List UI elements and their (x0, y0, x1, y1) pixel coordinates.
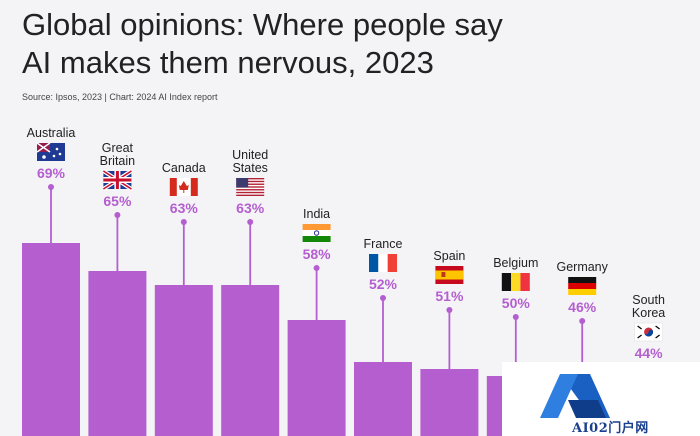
bar (287, 320, 346, 436)
value-label: 46% (568, 299, 597, 315)
title-line-2: AI makes them nervous, 2023 (22, 45, 434, 80)
flag-india-icon-part (302, 224, 331, 230)
category-label: Korea (632, 306, 665, 320)
category-label: Australia (27, 126, 76, 140)
flag-usa-icon-part (236, 194, 265, 196)
watermark-text: AI02门户网 (572, 421, 649, 436)
flag-germany-icon-part (568, 289, 597, 295)
category-label: India (303, 207, 330, 221)
bar-group-france: 52% France (354, 237, 412, 436)
category-label: Belgium (493, 256, 538, 270)
value-label: 69% (37, 165, 66, 181)
value-label: 63% (236, 200, 265, 216)
category-label: Spain (433, 249, 465, 263)
flag-india-icon-part (313, 230, 320, 236)
category-label: States (232, 161, 267, 175)
flag-canada-icon-part (169, 178, 177, 196)
flag-south-korea-icon-part (655, 325, 660, 330)
flag-canada-icon-part (178, 181, 189, 193)
flag-germany-icon-part (568, 277, 597, 283)
flag-australia-icon-part (55, 147, 59, 151)
flag-australia-icon-part (58, 152, 62, 156)
flag-usa-icon-part (236, 178, 265, 180)
value-label: 52% (369, 276, 398, 292)
value-label: 51% (435, 288, 464, 304)
category-label: United (232, 148, 268, 162)
stem-dot (579, 318, 586, 324)
watermark-panel (502, 362, 700, 436)
stem-dot (446, 307, 453, 313)
flag-usa-icon-part (236, 189, 265, 191)
flag-usa-icon-part (236, 178, 249, 188)
category-label: Germany (556, 260, 608, 274)
flag-south-korea-icon-part (637, 334, 642, 339)
value-label: 63% (170, 200, 199, 216)
category-label: France (364, 237, 403, 251)
flag-usa-icon-part (236, 183, 265, 185)
flag-usa-icon-part (236, 186, 265, 188)
bar-group-spain: 51% Spain (420, 249, 479, 436)
flag-south-korea-icon-part (655, 334, 660, 339)
category-label: Great (102, 141, 134, 155)
value-label: 50% (502, 295, 531, 311)
stem-dot (380, 295, 386, 301)
bar (154, 285, 213, 436)
stem-dot (512, 314, 519, 320)
value-label: 44% (635, 345, 664, 361)
flag-usa-icon-part (236, 191, 265, 194)
flag-belgium-icon-part (520, 273, 530, 291)
stem-dot (48, 184, 54, 190)
flag-belgium-icon-part (501, 273, 512, 291)
bar (420, 369, 479, 436)
flag-france-icon-part (369, 254, 379, 272)
value-label: 58% (303, 246, 332, 262)
flag-australia-icon-part (42, 155, 46, 159)
watermark-logo (540, 374, 610, 418)
flag-south-korea-icon-part (637, 325, 642, 330)
flag-south-korea-icon-part (644, 329, 654, 337)
flag-france-icon-part (378, 254, 388, 272)
flag-india-icon-part (302, 236, 331, 242)
bar-group-canada: 63% Canada (154, 161, 213, 436)
flag-germany-icon-part (568, 283, 597, 289)
category-label: Canada (162, 161, 206, 175)
value-label: 65% (103, 193, 132, 209)
stem-dot (114, 212, 121, 218)
chart-title: Global opinions: Where people say AI mak… (22, 6, 682, 82)
flag-india-icon-part (302, 230, 331, 236)
flag-spain-icon-part (435, 270, 464, 280)
bar (221, 285, 280, 436)
category-label: South (632, 293, 665, 307)
flag-canada-icon-part (190, 178, 198, 196)
stem-dot (247, 219, 254, 225)
bar-group-india: 58% India (287, 207, 346, 436)
bar (22, 243, 80, 436)
stem-dot (180, 219, 187, 225)
flag-usa-icon-part (236, 180, 265, 183)
flag-france-icon-part (387, 254, 397, 272)
flag-belgium-icon-part (511, 273, 521, 291)
flag-australia-icon-part (52, 154, 56, 158)
category-label: Britain (100, 154, 135, 168)
flag-australia-icon-part (36, 142, 51, 153)
flag-spain-icon-part (441, 272, 446, 277)
title-line-1: Global opinions: Where people say (22, 7, 503, 42)
bar-group-australia: 69% Australia (22, 126, 80, 436)
bar (88, 271, 147, 436)
source-note: Source: Ipsos, 2023 | Chart: 2024 AI Ind… (22, 92, 218, 102)
stem-dot (313, 265, 320, 271)
flag-uk-icon-part (103, 178, 132, 182)
bar (354, 362, 412, 436)
